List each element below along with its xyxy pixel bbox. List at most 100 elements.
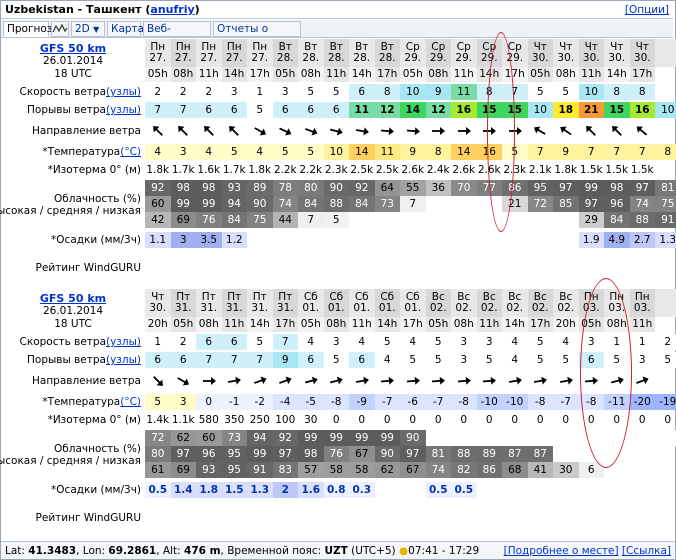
day-name: Сб: [303, 290, 318, 303]
gust-label-unit-link[interactable]: (узлы): [106, 104, 141, 116]
options-link[interactable]: [Опции]: [624, 4, 669, 16]
precip-cell: 1.9: [578, 232, 604, 248]
day-date: 27.: [251, 52, 269, 64]
hour-header: 14h: [502, 317, 528, 332]
day-header: Вс 02.: [476, 289, 502, 317]
cloud-cell: 42: [145, 212, 171, 228]
cloud-cell: 99: [298, 430, 324, 446]
tab-webcams[interactable]: Веб-камеры: [143, 21, 211, 50]
hour-header: 20h: [553, 317, 579, 332]
model-header: GFS 50 km 26.01.2014 18 UTC: [1, 292, 145, 332]
day-name: Сб: [354, 290, 369, 303]
cloud-cell: 94: [247, 430, 273, 446]
cloud-cell: [425, 196, 451, 212]
tab-2d[interactable]: 2D ▼: [71, 21, 105, 37]
permalink-link[interactable]: [Ссылка]: [621, 545, 671, 557]
tab-wind-reports[interactable]: Отчеты о ветре: [213, 21, 301, 50]
day-date: 29.: [506, 52, 524, 64]
gust-cell: 6: [196, 102, 222, 118]
cloud-cell: 30: [553, 462, 579, 478]
hour-header: 14h: [604, 67, 630, 82]
day-header: Вт 28.: [323, 39, 349, 67]
hour-header: 08h: [425, 67, 451, 82]
cloud-cell: 99: [323, 430, 349, 446]
user-link[interactable]: anufriy: [150, 3, 195, 16]
day-header: Пт 31.: [170, 289, 196, 317]
day-header: Ср 29.: [400, 39, 426, 67]
precip-cell: [451, 232, 477, 248]
gust-cell: 6: [349, 352, 375, 368]
precip-cell: [629, 482, 655, 498]
graph-icon[interactable]: [51, 21, 69, 37]
temperature-label-unit-link[interactable]: (°C): [120, 396, 141, 408]
temperature-label-text: *Температура: [42, 146, 121, 158]
wind-cell: 2: [170, 84, 196, 100]
model-link[interactable]: GFS 50 km: [39, 42, 107, 55]
tab-forecast[interactable]: Прогноз: [3, 21, 52, 37]
hour-header: 05h: [272, 67, 298, 82]
day-date: 30.: [608, 52, 626, 64]
isotherm-cell: 0: [332, 413, 340, 426]
gust-cell: 7: [196, 352, 222, 368]
cloud-cell: 7: [298, 212, 324, 228]
model-link[interactable]: GFS 50 km: [39, 292, 107, 305]
cloud-cell: [425, 430, 451, 446]
precip-label: *Осадки (мм/3ч): [1, 232, 145, 248]
temperature-cell: -20: [629, 394, 655, 410]
cloud-cell: 82: [451, 462, 477, 478]
wind-arrow-icon: [477, 370, 503, 392]
day-header: Чт 30.: [578, 39, 604, 67]
isotherm-cell: 2.3k: [324, 163, 348, 176]
gust-cell: 5: [527, 352, 553, 368]
day-header: [655, 289, 676, 317]
hour-header: 08h: [323, 317, 349, 332]
gust-label: Порывы ветра (узлы): [1, 102, 145, 118]
temperature-label-unit-link[interactable]: (°C): [120, 146, 141, 158]
cloud-cell: 87: [502, 446, 528, 462]
cloud-cell: 60: [196, 430, 222, 446]
day-header: Чт 30.: [604, 39, 630, 67]
hour-header: 14h: [349, 67, 375, 82]
wind-label-unit-link[interactable]: (узлы): [106, 336, 141, 348]
wind-arrow-icon: [196, 120, 222, 142]
tab-map[interactable]: Карта: [107, 21, 144, 37]
wind-cell: 5: [553, 84, 579, 100]
wind-label: Скорость ветра (узлы): [1, 334, 145, 350]
gust-label-unit-link[interactable]: (узлы): [106, 354, 141, 366]
day-name: Пт: [252, 290, 267, 303]
gust-cell: 7: [247, 352, 273, 368]
day-name: Пн: [150, 40, 166, 53]
precip-cell: 1.3: [655, 232, 676, 248]
isotherm-cell: 2.2k: [299, 163, 323, 176]
day-date: 28.: [302, 52, 320, 64]
day-name: Сб: [329, 290, 344, 303]
wind-arrow-icon: [426, 120, 452, 142]
cloud-cell: 29: [578, 212, 604, 228]
precip-cell: 0.5: [425, 482, 451, 498]
gust-cell: 5: [247, 102, 273, 118]
day-date: 02.: [557, 302, 575, 314]
tz-value: UZT: [324, 545, 348, 557]
day-name: Пн: [201, 40, 217, 53]
gust-cell: 11: [349, 102, 375, 118]
wind-cell: 2: [196, 84, 222, 100]
day-date: 01.: [302, 302, 320, 314]
model-date: 26.01.2014: [42, 55, 104, 67]
hour-header: 17h: [629, 67, 655, 82]
day-date: 01.: [353, 302, 371, 314]
day-name: Чт: [610, 40, 624, 53]
more-about-place-link[interactable]: [Подробнее о месте]: [503, 545, 619, 557]
cloud-cell: 83: [272, 462, 298, 478]
isotherm-cell: 1.6k: [197, 163, 221, 176]
cloud-cell: 84: [349, 196, 375, 212]
day-date: 27.: [200, 52, 218, 64]
day-name: Чт: [635, 40, 649, 53]
temperature-cell: 7: [629, 144, 655, 160]
cloud-label: Облачность (%) высокая / средняя / низкая: [0, 180, 145, 230]
hour-header: 08h: [451, 317, 477, 332]
temperature-cell: -7: [425, 394, 451, 410]
wind-cell: 2: [145, 84, 171, 100]
precip-cell: [553, 482, 579, 498]
wind-label-unit-link[interactable]: (узлы): [106, 86, 141, 98]
gust-cell: 10: [527, 102, 553, 118]
